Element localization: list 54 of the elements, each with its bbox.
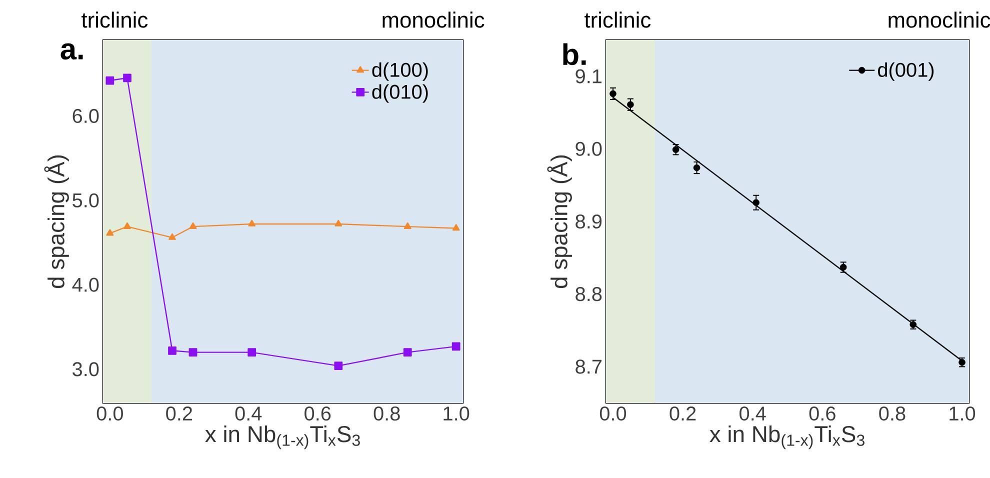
y-tick-label: 9.0 — [576, 142, 602, 156]
x-tick-label: 0.4 — [235, 406, 262, 421]
x-tick-label: 0.8 — [374, 406, 400, 421]
point — [452, 224, 460, 231]
legend-label: d(100) — [372, 62, 428, 81]
point — [403, 348, 412, 357]
x-tick-label: 0.2 — [166, 406, 192, 421]
y-tick-label: 8.9 — [576, 214, 602, 229]
point — [752, 199, 760, 206]
band-label: monoclinic — [382, 12, 484, 28]
point — [168, 346, 176, 355]
y-tick-label: 9.1 — [576, 69, 602, 84]
x-tick-label: 0.0 — [600, 406, 626, 421]
band-label: monoclinic — [888, 12, 990, 28]
y-tick-label: 6.0 — [72, 108, 99, 124]
x-tick-label: 0.4 — [740, 406, 766, 421]
x-tick-label: 1.0 — [444, 406, 470, 421]
x-tick-label: 0.8 — [879, 406, 906, 421]
legend-label: d(001) — [878, 62, 934, 81]
y-axis-title: d spacing (Å) — [44, 155, 69, 288]
x-tick-label: 1.0 — [950, 406, 976, 421]
point — [334, 362, 343, 370]
y-tick-label: 8.7 — [576, 360, 602, 374]
y-axis-title: d spacing (Å) — [547, 155, 572, 288]
point — [672, 146, 680, 154]
legend-label: d(010) — [372, 84, 428, 103]
x-tick-label: 0.6 — [809, 406, 836, 421]
point — [452, 342, 460, 351]
y-tick-label: 4.0 — [72, 278, 99, 292]
point — [188, 348, 198, 357]
point — [168, 233, 176, 240]
point — [840, 264, 847, 271]
point — [248, 348, 256, 357]
y-tick-label: 5.0 — [72, 193, 99, 208]
band-label: triclinic — [584, 12, 651, 28]
text: b. — [563, 43, 586, 66]
point — [124, 222, 131, 229]
x-tick-label: 0.2 — [670, 406, 696, 421]
point — [693, 164, 700, 172]
x-tick-label: 0.0 — [96, 406, 123, 421]
point — [404, 222, 412, 229]
band-label: triclinic — [82, 12, 148, 28]
y-tick-label: 3.0 — [72, 362, 99, 376]
point — [189, 222, 197, 229]
x-tick-label: 0.6 — [304, 406, 331, 421]
point — [334, 220, 342, 226]
y-tick-label: 8.8 — [576, 287, 602, 302]
point — [106, 229, 114, 236]
point — [627, 101, 634, 108]
x-axis-title: x in Nb$_{(1-x)}$Ti$_{x}$S$_{3}$ — [205, 425, 360, 450]
x-axis-title: x in Nb$_{(1-x)}$Ti$_{x}$S$_{3}$ — [710, 425, 864, 450]
text: a. — [60, 43, 83, 60]
point — [610, 90, 616, 98]
point — [248, 220, 256, 226]
